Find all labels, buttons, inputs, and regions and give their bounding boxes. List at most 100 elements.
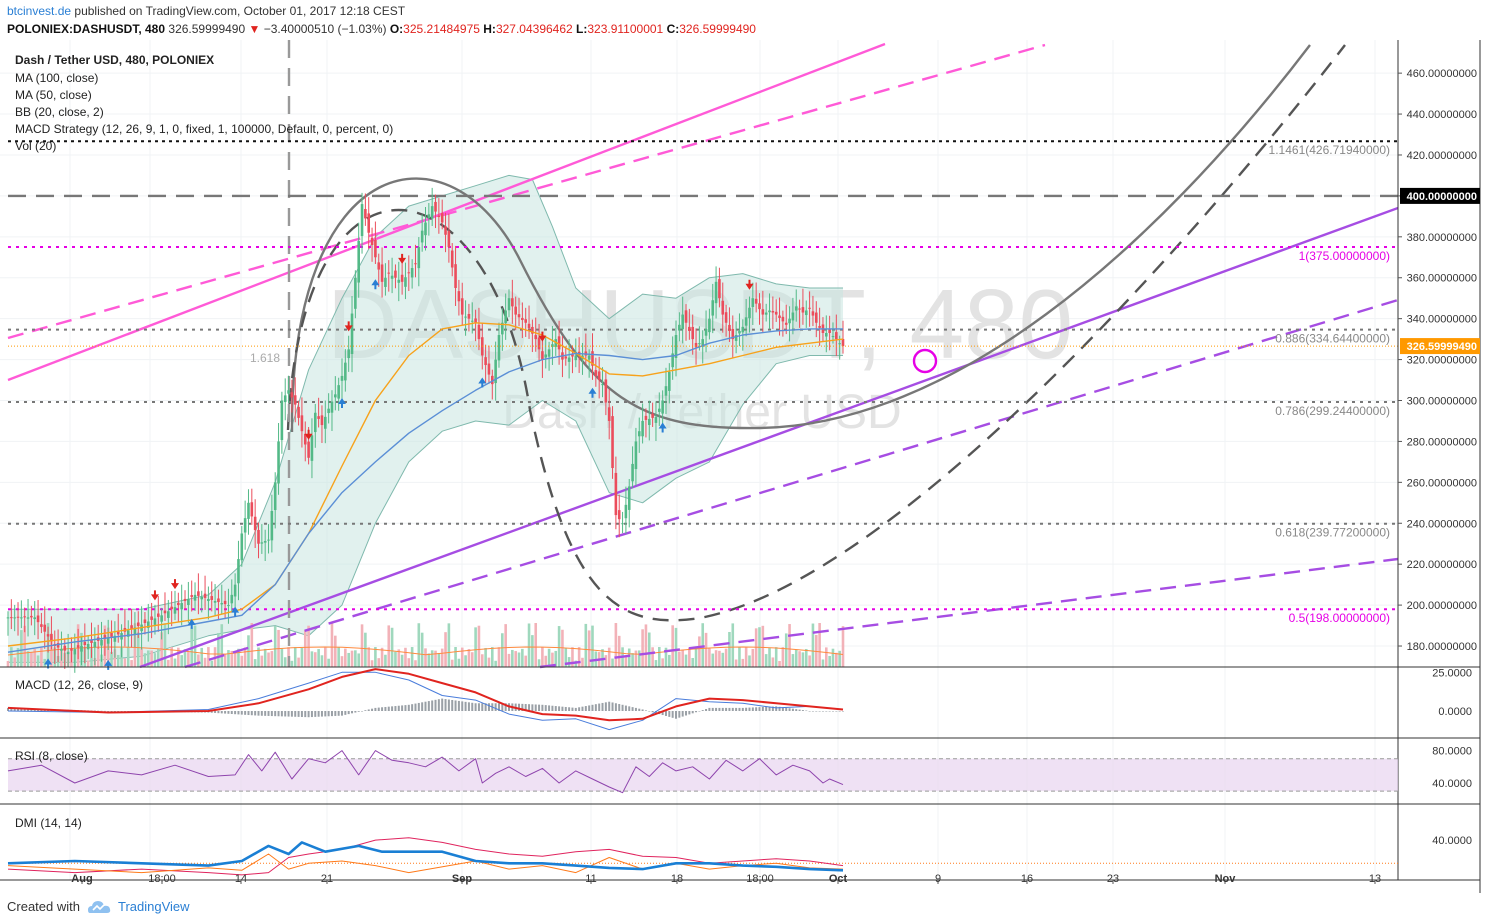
sell-signal-arrow-icon — [150, 590, 159, 601]
volume-bar — [146, 650, 150, 667]
volume-bar — [577, 647, 581, 667]
macd-histogram-bar — [504, 703, 507, 711]
volume-bar — [293, 647, 297, 667]
macd-histogram-bar — [731, 707, 734, 711]
candle-body — [414, 263, 417, 265]
candle-body — [130, 625, 133, 629]
candle-body — [758, 303, 761, 310]
candle-body — [464, 316, 467, 318]
candle-body — [327, 408, 330, 414]
upper-channel-line — [7, 42, 886, 382]
volume-bar — [290, 660, 294, 667]
candle-body — [227, 605, 230, 607]
volume-bar — [684, 654, 688, 667]
candle-body — [387, 272, 391, 274]
candle-body — [213, 601, 217, 603]
candle-body — [313, 412, 317, 433]
candle-body — [641, 420, 644, 437]
macd-histogram-bar — [598, 703, 601, 711]
macd-histogram-bar — [638, 708, 641, 711]
legend-item-vol: Vol (20) — [15, 139, 56, 153]
macd-axis-label: 25.0000 — [1432, 667, 1472, 679]
rsi-line — [7, 750, 844, 794]
volume-bar — [751, 648, 755, 667]
macd-histogram-bar — [217, 711, 220, 714]
volume-bar — [721, 652, 725, 667]
candle-body — [10, 617, 13, 619]
macd-histogram-bar — [715, 707, 718, 711]
macd-histogram-bar — [624, 705, 627, 711]
candle-body — [831, 336, 835, 338]
macd-histogram-bar — [795, 709, 798, 711]
volume-bar — [454, 647, 457, 667]
candle-body — [684, 310, 688, 323]
macd-histogram-bar — [240, 711, 243, 715]
candle-body — [237, 559, 240, 584]
volume-bar — [310, 651, 314, 667]
candle-body — [778, 315, 781, 318]
volume-bar — [541, 647, 544, 667]
volume-bar — [420, 632, 424, 667]
candle-body — [277, 441, 280, 484]
macd-histogram-bar — [581, 706, 584, 711]
macd-histogram-bar — [477, 703, 480, 711]
candle-body — [66, 652, 70, 655]
candle-body — [230, 594, 234, 604]
price-axis-tick-label: 420.00000000 — [1407, 150, 1477, 162]
macd-histogram-bar — [608, 701, 611, 711]
macd-histogram-bar — [417, 702, 420, 711]
fib-1618-label: 1.618 — [250, 351, 280, 365]
macd-histogram-bar — [798, 709, 801, 711]
volume-bar — [731, 623, 735, 667]
volume-bar — [704, 632, 708, 667]
macd-histogram-bar — [327, 711, 330, 717]
candle-body — [6, 617, 10, 619]
author-link[interactable]: btcinvest.de — [7, 4, 72, 18]
candle-body — [627, 486, 631, 510]
candle-body — [203, 593, 207, 598]
volume-bar — [671, 625, 674, 667]
volume-bar — [177, 647, 180, 667]
volume-bar — [136, 632, 140, 667]
volume-bar — [801, 652, 805, 667]
macd-histogram-bar — [387, 706, 390, 711]
macd-histogram-bar — [324, 711, 327, 717]
chart-area[interactable]: DASHUSDT, 480 Dash / Tether USD 1.1461(4… — [0, 40, 1489, 893]
macd-histogram-bar — [484, 703, 487, 711]
candle-body — [604, 379, 608, 403]
macd-histogram-bar — [307, 711, 310, 718]
candle-body — [678, 324, 681, 331]
volume-bar — [320, 655, 324, 667]
candle-body — [784, 322, 788, 325]
sell-signal-arrow-icon — [171, 579, 179, 590]
volume-bar — [467, 649, 471, 667]
volume-bar — [634, 650, 638, 667]
candle-body — [93, 641, 97, 648]
candle-body — [587, 355, 591, 360]
candle-body — [537, 337, 541, 350]
time-axis-label: Aug — [71, 873, 92, 885]
volume-bar — [237, 648, 240, 667]
macd-histogram-bar — [367, 709, 370, 711]
volume-bar — [183, 649, 187, 667]
macd-histogram-bar — [431, 700, 434, 711]
macd-histogram-bar — [377, 707, 380, 711]
macd-histogram-bar — [685, 711, 688, 716]
volume-bar — [614, 623, 618, 667]
macd-histogram-bar — [705, 708, 708, 711]
price-axis-tick-label: 340.00000000 — [1407, 314, 1477, 326]
macd-histogram-bar — [721, 707, 724, 711]
volume-bar — [698, 636, 701, 667]
level-label: 0.886(334.64400000) — [1275, 332, 1390, 346]
candle-body — [477, 324, 481, 340]
time-axis-label: 18:00 — [148, 873, 176, 885]
macd-histogram-bar — [371, 708, 374, 711]
candle-body — [440, 213, 444, 223]
volume-bar — [324, 647, 327, 667]
volume-bar — [654, 660, 658, 667]
volume-bar — [347, 652, 350, 667]
candle-body — [544, 354, 548, 358]
macd-line — [7, 668, 844, 722]
tradingview-brand[interactable]: TradingView — [118, 899, 190, 914]
change-arrow: ▼ — [248, 22, 261, 36]
